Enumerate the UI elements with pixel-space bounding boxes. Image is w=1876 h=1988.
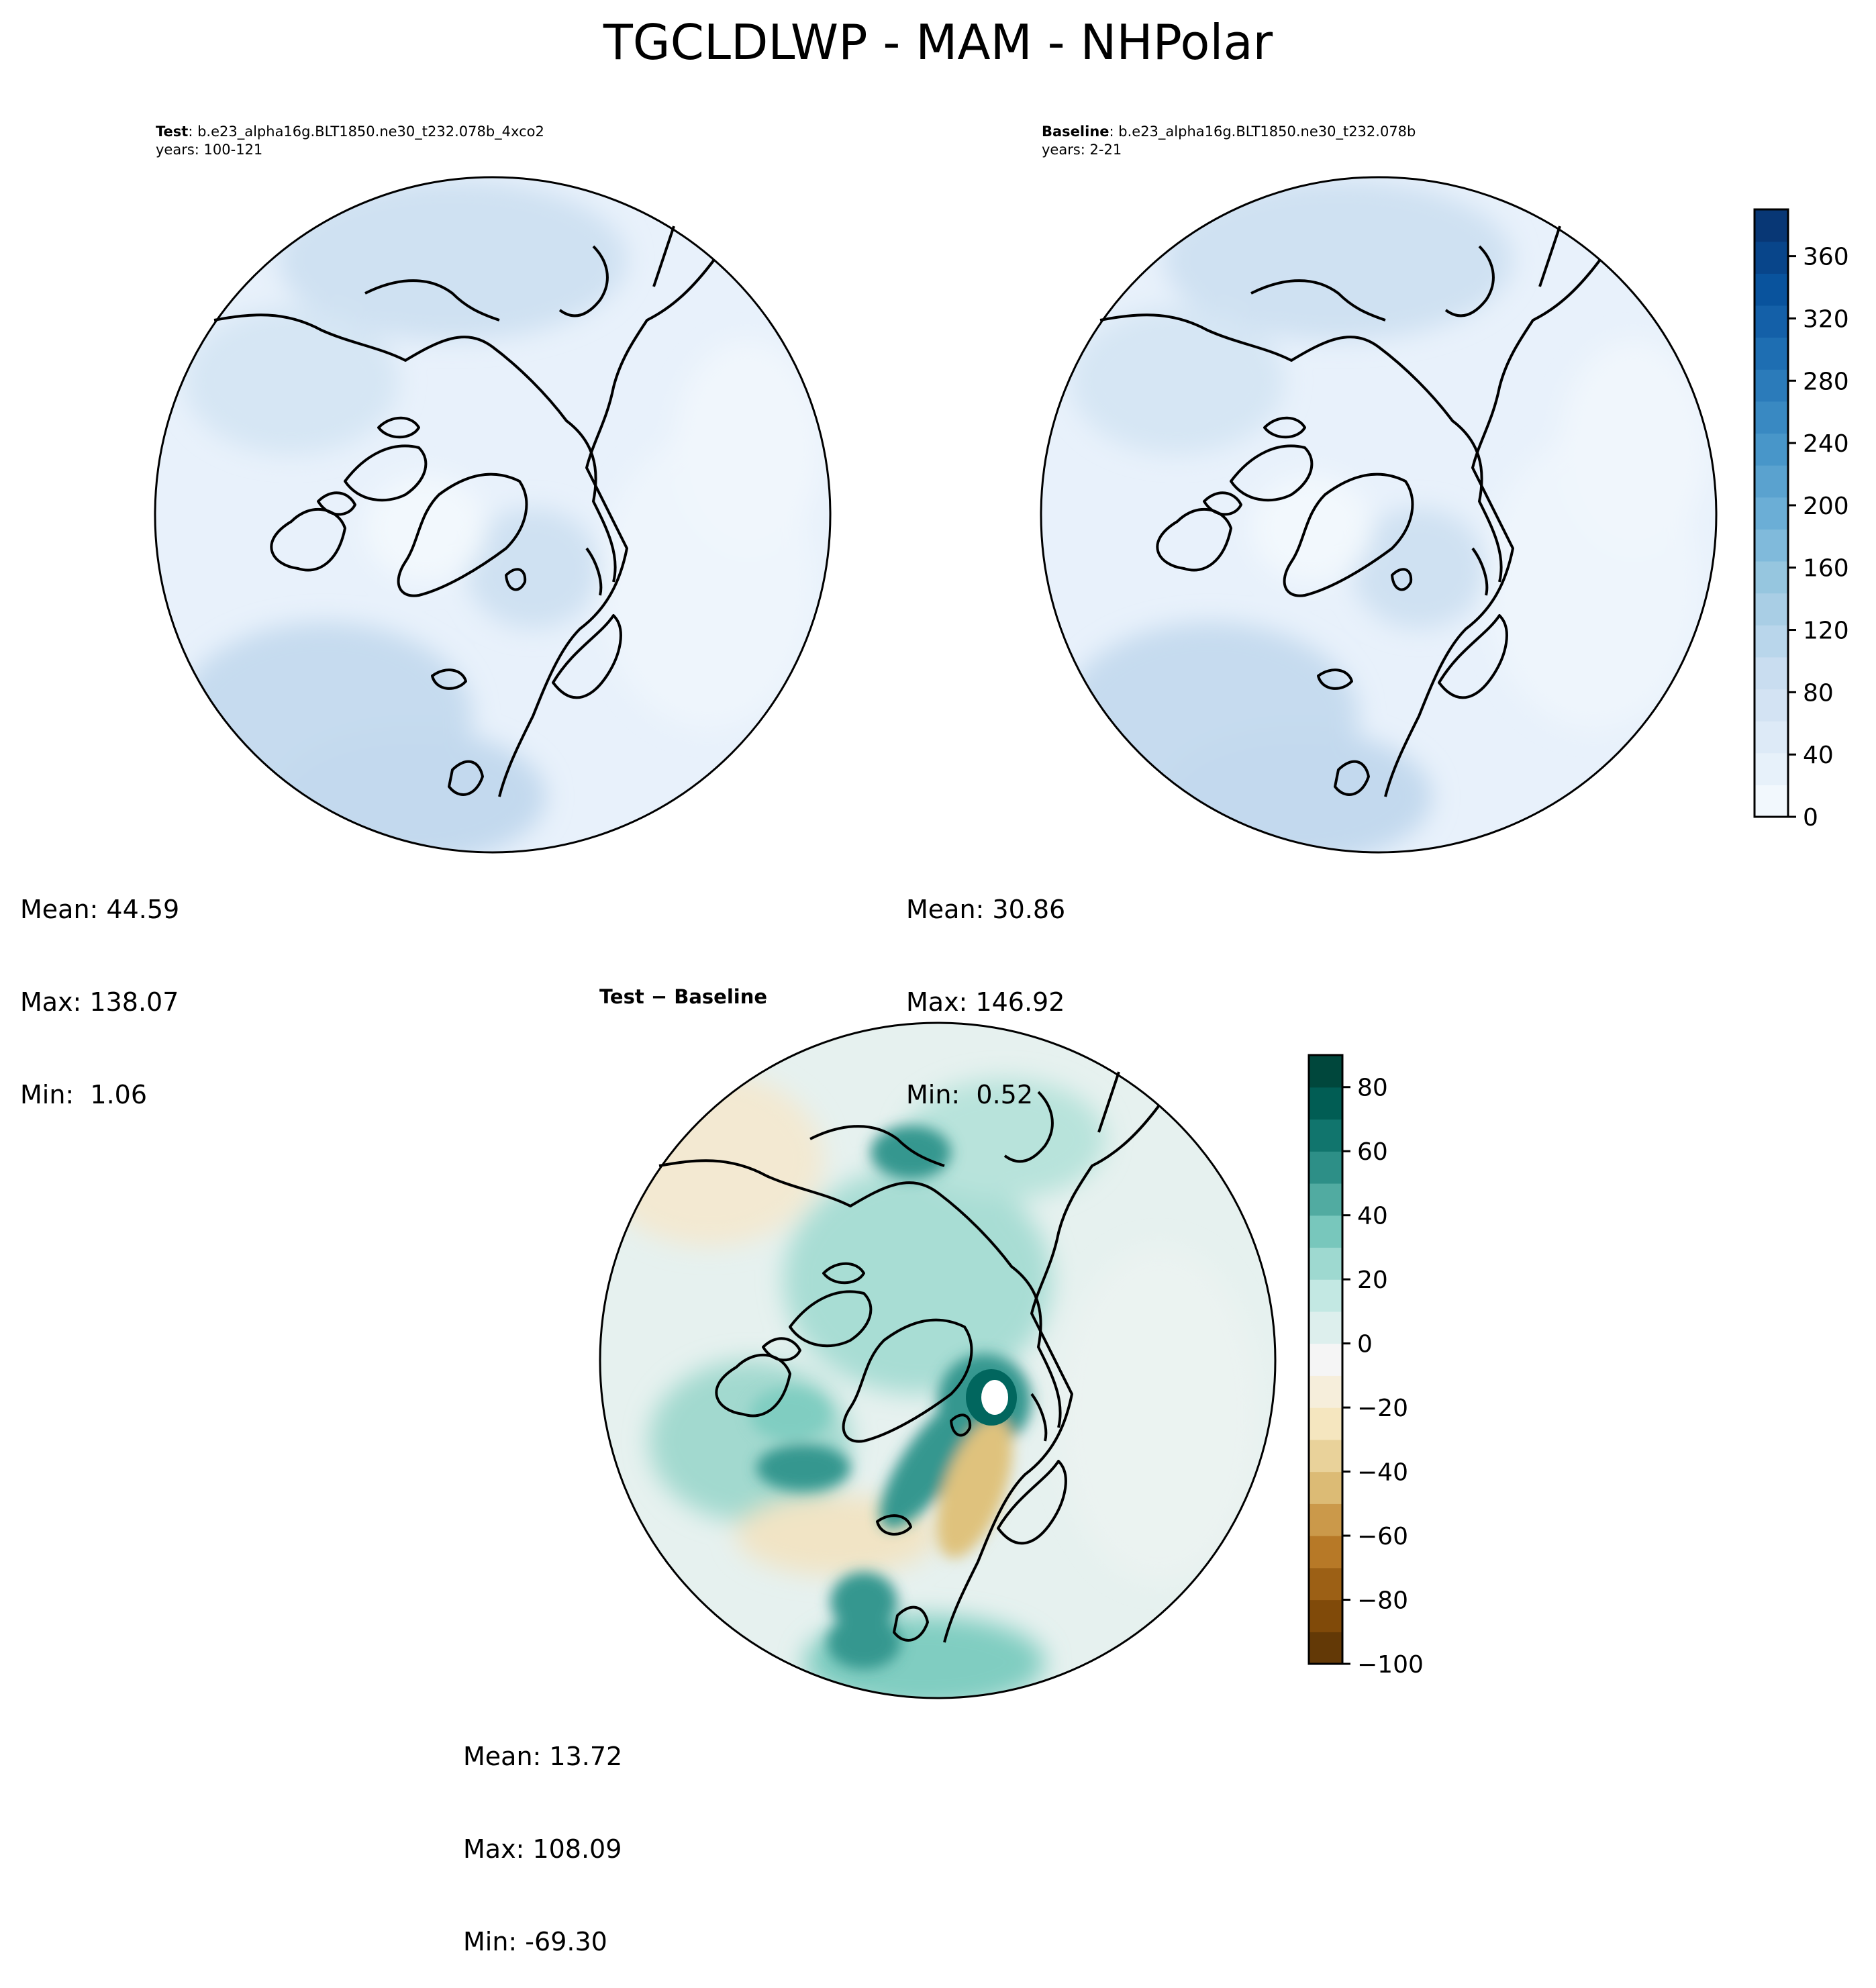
sequential-colorbar-segment xyxy=(1755,721,1788,754)
sequential-colorbar-segment xyxy=(1755,465,1788,498)
sequential-colorbar-tick-label: 320 xyxy=(1803,305,1849,333)
diverging-colorbar-frame xyxy=(1307,1054,1344,1665)
sequential-colorbar-tick-label: 280 xyxy=(1803,368,1849,395)
diverging-colorbar-tick-label: −100 xyxy=(1357,1651,1424,1679)
diverging-colorbar-segment xyxy=(1309,1119,1342,1152)
diverging-colorbar-segment xyxy=(1309,1343,1342,1376)
test-case-name: : b.e23_alpha16g.BLT1850.ne30_t232.078b_… xyxy=(188,123,544,140)
diverging-colorbar-tick-label: 40 xyxy=(1357,1203,1388,1230)
test-mean: Mean: 44.59 xyxy=(20,895,180,924)
diverging-colorbar-segment xyxy=(1309,1375,1342,1408)
diverging-colorbar-segment xyxy=(1309,1279,1342,1312)
diverging-colorbar-tick-label: 0 xyxy=(1357,1331,1373,1358)
diverging-colorbar-segment xyxy=(1309,1503,1342,1536)
test-min: Min: 1.06 xyxy=(20,1080,147,1109)
baseline-min: Min: 0.52 xyxy=(906,1080,1033,1109)
sequential-colorbar-tick-label: 240 xyxy=(1803,430,1849,458)
test-case-label: Test: b.e23_alpha16g.BLT1850.ne30_t232.0… xyxy=(156,123,544,141)
test-stats: Mean: 44.59 Max: 138.07 Min: 1.06 xyxy=(20,832,179,1141)
sequential-colorbar-tick-label: 360 xyxy=(1803,244,1849,271)
baseline-years: years: 2-21 xyxy=(1042,142,1122,158)
figure-title: TGCLDLWP - MAM - NHPolar xyxy=(603,14,1273,70)
sequential-colorbar-tick-label: 0 xyxy=(1803,804,1818,832)
sequential-colorbar-segment xyxy=(1755,273,1788,306)
test-years: years: 100-121 xyxy=(156,142,263,158)
sequential-colorbar-segment xyxy=(1755,337,1788,370)
sequential-colorbar-tick-label: 40 xyxy=(1803,742,1834,769)
sequential-colorbar-segment xyxy=(1755,433,1788,466)
diff-stats: Mean: 13.72 Max: 108.09 Min: -69.30 xyxy=(463,1679,622,1988)
diverging-colorbar-tick-label: 60 xyxy=(1357,1138,1388,1166)
baseline-map xyxy=(1040,176,1718,854)
diverging-colorbar-segment xyxy=(1309,1407,1342,1440)
test-map xyxy=(154,176,832,854)
sequential-colorbar-segment xyxy=(1755,305,1788,338)
diverging-colorbar-segment xyxy=(1309,1183,1342,1216)
sequential-colorbar-tick-label: 200 xyxy=(1803,493,1849,520)
diverging-colorbar-tick-label: −40 xyxy=(1357,1459,1408,1487)
sequential-colorbar-segment xyxy=(1755,689,1788,722)
sequential-colorbar: 0 40 80 120 160 200 240 280 320 360 xyxy=(1753,208,1849,832)
diverging-colorbar-tick-label: 80 xyxy=(1357,1075,1388,1102)
diverging-colorbar-tick-label: −20 xyxy=(1357,1395,1408,1422)
diverging-colorbar-segment xyxy=(1309,1215,1342,1248)
baseline-stats: Mean: 30.86 Max: 146.92 Min: 0.52 xyxy=(906,832,1065,1141)
diverging-colorbar-segment xyxy=(1309,1567,1342,1601)
sequential-colorbar-tick-label: 80 xyxy=(1803,679,1834,707)
sequential-colorbar-segment xyxy=(1755,369,1788,402)
diverging-colorbar-segment xyxy=(1309,1311,1342,1344)
baseline-mean: Mean: 30.86 xyxy=(906,895,1066,924)
sequential-colorbar-segment xyxy=(1755,656,1788,690)
diverging-colorbar-segment xyxy=(1309,1599,1342,1632)
baseline-case-name: : b.e23_alpha16g.BLT1850.ne30_t232.078b xyxy=(1109,123,1416,140)
sequential-colorbar-segment xyxy=(1755,529,1788,562)
sequential-colorbar-segment xyxy=(1755,625,1788,658)
sequential-colorbar-segment xyxy=(1755,209,1788,242)
diverging-colorbar-segment xyxy=(1309,1247,1342,1280)
diff-mean: Mean: 13.72 xyxy=(463,1742,623,1771)
test-label: Test xyxy=(156,123,189,140)
diff-title: Test − Baseline xyxy=(599,985,768,1008)
diverging-colorbar-tick-label: −60 xyxy=(1357,1523,1408,1550)
diverging-colorbar-segment xyxy=(1309,1087,1342,1120)
sequential-colorbar-tick-label: 160 xyxy=(1803,555,1849,583)
diverging-colorbar-segment xyxy=(1309,1151,1342,1184)
diverging-colorbar-tick-label: −80 xyxy=(1357,1587,1408,1615)
diff-min: Min: -69.30 xyxy=(463,1927,607,1956)
test-map-boundary xyxy=(154,176,832,854)
diverging-colorbar-segment xyxy=(1309,1632,1342,1664)
baseline-case-label: Baseline: b.e23_alpha16g.BLT1850.ne30_t2… xyxy=(1042,123,1416,141)
sequential-colorbar-segment xyxy=(1755,241,1788,274)
sequential-colorbar-segment xyxy=(1755,785,1788,817)
diverging-colorbar-segment xyxy=(1309,1439,1342,1473)
diff-map xyxy=(599,1022,1277,1699)
sequential-colorbar-segment xyxy=(1755,560,1788,594)
sequential-colorbar-segment xyxy=(1755,593,1788,626)
diverging-colorbar-tick-label: 20 xyxy=(1357,1266,1388,1294)
diverging-colorbar-segment xyxy=(1309,1471,1342,1504)
diverging-colorbar-segment xyxy=(1309,1536,1342,1569)
sequential-colorbar-tick-label: 120 xyxy=(1803,617,1849,645)
sequential-colorbar-segment xyxy=(1755,401,1788,434)
baseline-map-boundary xyxy=(1040,176,1718,854)
diff-max: Max: 108.09 xyxy=(463,1834,622,1864)
diverging-colorbar-segment xyxy=(1309,1055,1342,1088)
sequential-colorbar-segment xyxy=(1755,497,1788,530)
baseline-label: Baseline xyxy=(1042,123,1109,140)
baseline-max: Max: 146.92 xyxy=(906,987,1065,1017)
diverging-colorbar: −100 −80 −60 −40 −20 0 20 40 60 80 xyxy=(1307,1054,1424,1679)
sequential-colorbar-frame xyxy=(1753,208,1789,818)
test-max: Max: 138.07 xyxy=(20,987,179,1017)
sequential-colorbar-segment xyxy=(1755,752,1788,785)
diff-map-boundary xyxy=(599,1022,1277,1699)
